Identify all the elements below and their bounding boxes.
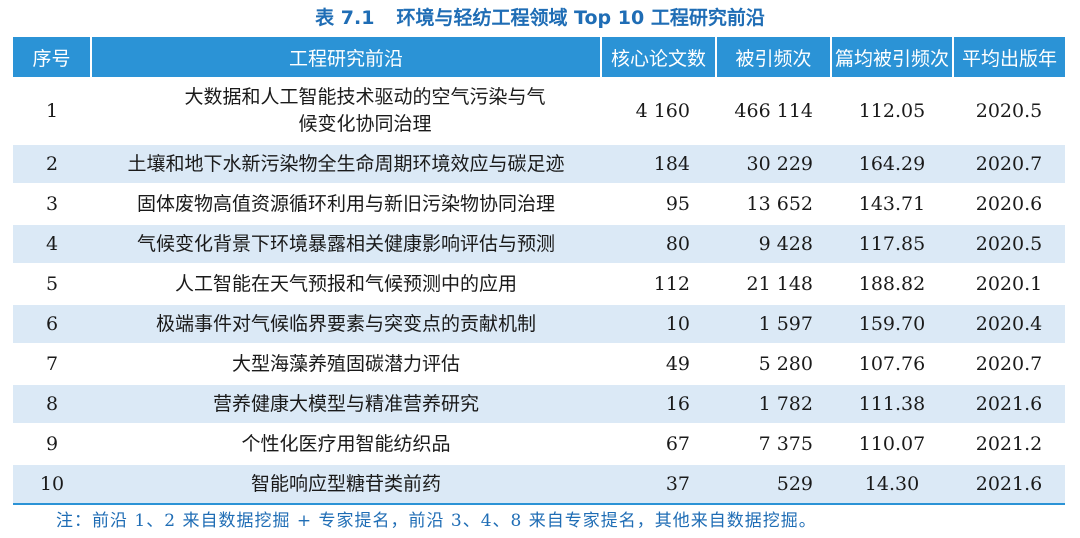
cell-no: 9 [13,423,91,464]
header-avg-year: 平均出版年 [953,37,1065,78]
cell-citations: 529 [716,463,831,505]
cell-avg-citations: 14.30 [831,463,953,505]
cell-avg-citations: 117.85 [831,223,953,264]
cell-papers: 16 [601,383,716,424]
cell-citations: 1 597 [716,303,831,344]
cell-no: 7 [13,343,91,384]
header-avg-citations: 篇均被引频次 [831,37,954,78]
cell-topic: 气候变化背景下环境暴露相关健康影响评估与预测 [91,223,601,264]
table-row: 7 大型海藻养殖固碳潜力评估 49 5 280 107.76 2020.7 [13,343,1065,384]
cell-papers: 4 160 [601,77,716,144]
cell-no: 5 [13,263,91,304]
cell-no: 10 [13,463,91,505]
table-row: 2 土壤和地下水新污染物全生命周期环境效应与碳足迹 184 30 229 164… [13,143,1065,184]
cell-topic: 大数据和人工智能技术驱动的空气污染与气候变化协同治理 [91,77,601,144]
table-row: 8 营养健康大模型与精准营养研究 16 1 782 111.38 2021.6 [13,383,1065,424]
cell-no: 8 [13,383,91,424]
cell-avg-year: 2020.7 [953,343,1065,384]
cell-citations: 13 652 [716,183,831,224]
cell-topic: 个性化医疗用智能纺织品 [91,423,601,464]
cell-avg-year: 2020.1 [953,263,1065,304]
frontier-table: 序号 工程研究前沿 核心论文数 被引频次 篇均被引频次 平均出版年 1 大数据和… [13,37,1065,505]
cell-citations: 21 148 [716,263,831,304]
cell-avg-citations: 143.71 [831,183,953,224]
header-no: 序号 [13,37,92,78]
cell-avg-year: 2021.2 [953,423,1065,464]
cell-avg-year: 2020.4 [953,303,1065,344]
table-row: 5 人工智能在天气预报和气候预测中的应用 112 21 148 188.82 2… [13,263,1065,304]
cell-topic: 固体废物高值资源循环利用与新旧污染物协同治理 [91,183,601,224]
cell-papers: 49 [601,343,716,384]
cell-no: 6 [13,303,91,344]
table-number: 表 7.1 [315,7,375,29]
cell-citations: 5 280 [716,343,831,384]
cell-papers: 112 [601,263,716,304]
cell-avg-citations: 188.82 [831,263,953,304]
cell-avg-year: 2020.6 [953,183,1065,224]
table-note: 注：前沿 1、2 来自数据挖掘 + 专家提名，前沿 3、4、8 来自专家提名，其… [56,511,817,531]
cell-topic: 人工智能在天气预报和气候预测中的应用 [91,263,601,304]
table-row: 3 固体废物高值资源循环利用与新旧污染物协同治理 95 13 652 143.7… [13,183,1065,224]
table-title: 环境与轻纺工程领域 Top 10 工程研究前沿 [396,7,765,29]
cell-citations: 7 375 [716,423,831,464]
table-caption: 表 7.1 环境与轻纺工程领域 Top 10 工程研究前沿 [0,0,1080,36]
cell-avg-citations: 111.38 [831,383,953,424]
cell-avg-citations: 110.07 [831,423,953,464]
cell-citations: 1 782 [716,383,831,424]
cell-citations: 9 428 [716,223,831,264]
cell-avg-citations: 107.76 [831,343,953,384]
cell-topic: 土壤和地下水新污染物全生命周期环境效应与碳足迹 [91,143,601,184]
cell-no: 3 [13,183,91,224]
cell-papers: 184 [601,143,716,184]
cell-papers: 80 [601,223,716,264]
cell-papers: 10 [601,303,716,344]
cell-topic: 智能响应型糖苷类前药 [91,463,601,505]
table-row: 4 气候变化背景下环境暴露相关健康影响评估与预测 80 9 428 117.85… [13,223,1065,264]
cell-citations: 466 114 [716,77,831,144]
cell-avg-year: 2020.5 [953,223,1065,264]
cell-avg-citations: 159.70 [831,303,953,344]
header-topic: 工程研究前沿 [91,37,602,78]
table-row: 6 极端事件对气候临界要素与突变点的贡献机制 10 1 597 159.70 2… [13,303,1065,344]
cell-topic: 极端事件对气候临界要素与突变点的贡献机制 [91,303,601,344]
cell-no: 2 [13,143,91,184]
cell-topic: 大型海藻养殖固碳潜力评估 [91,343,601,384]
cell-avg-citations: 164.29 [831,143,953,184]
cell-topic: 营养健康大模型与精准营养研究 [91,383,601,424]
table-row: 9 个性化医疗用智能纺织品 67 7 375 110.07 2021.2 [13,423,1065,464]
header-row: 序号 工程研究前沿 核心论文数 被引频次 篇均被引频次 平均出版年 [13,37,1065,78]
cell-avg-year: 2021.6 [953,383,1065,424]
cell-papers: 67 [601,423,716,464]
cell-avg-year: 2020.7 [953,143,1065,184]
cell-citations: 30 229 [716,143,831,184]
header-citations: 被引频次 [716,37,832,78]
table-row: 1 大数据和人工智能技术驱动的空气污染与气候变化协同治理 4 160 466 1… [13,77,1065,144]
table-row: 10 智能响应型糖苷类前药 37 529 14.30 2021.6 [13,463,1065,505]
cell-avg-year: 2020.5 [953,77,1065,144]
cell-papers: 95 [601,183,716,224]
header-papers: 核心论文数 [601,37,717,78]
cell-avg-citations: 112.05 [831,77,953,144]
cell-no: 1 [13,77,91,144]
cell-avg-year: 2021.6 [953,463,1065,505]
cell-papers: 37 [601,463,716,505]
cell-no: 4 [13,223,91,264]
